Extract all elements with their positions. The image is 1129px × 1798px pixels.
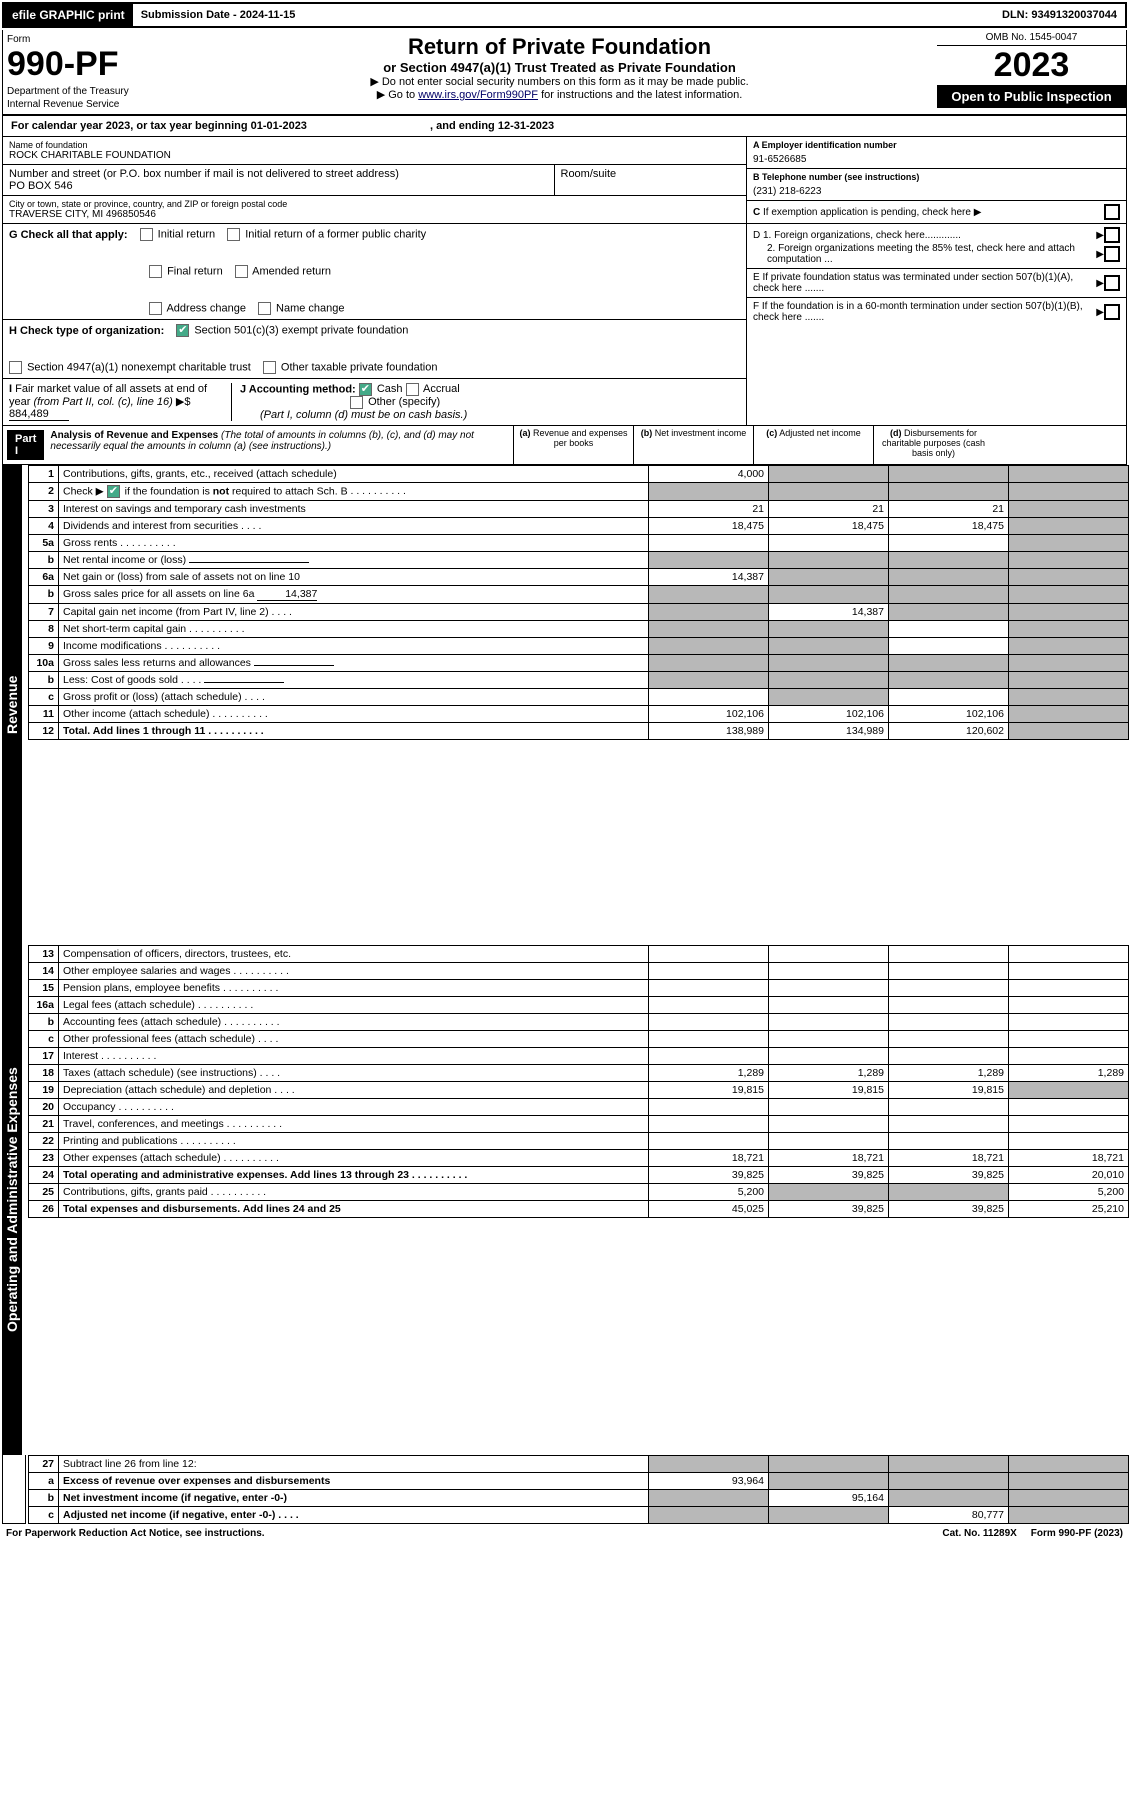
dln: DLN: 93491320037044 — [994, 5, 1125, 25]
form-title: Return of Private Foundation — [186, 34, 933, 60]
chk-address[interactable] — [149, 302, 162, 315]
section-e: E If private foundation status was termi… — [747, 269, 1126, 298]
chk-other-tax[interactable] — [263, 361, 276, 374]
fmv-label: Fair market value of all assets at end o… — [9, 383, 207, 408]
open-public: Open to Public Inspection — [937, 85, 1126, 108]
section-h: H Check type of organization: Section 50… — [3, 320, 746, 379]
note-link: ▶ Go to www.irs.gov/Form990PF for instru… — [186, 88, 933, 101]
col-d-hdr: (d) Disbursements for charitable purpose… — [873, 426, 993, 464]
section-d: D 1. Foreign organizations, check here..… — [747, 224, 1126, 269]
form-word: Form — [7, 34, 178, 45]
chk-f[interactable] — [1104, 304, 1120, 320]
form-ref: Form 990-PF (2023) — [1031, 1528, 1123, 1539]
form-subtitle: or Section 4947(a)(1) Trust Treated as P… — [186, 60, 933, 75]
form-header: Form 990-PF Department of the Treasury I… — [2, 30, 1127, 114]
chk-4947[interactable] — [9, 361, 22, 374]
col-c-hdr: (c) Adjusted net income — [753, 426, 873, 464]
part-label: Part I — [7, 430, 44, 460]
chk-cash[interactable] — [359, 383, 372, 396]
section-f: F If the foundation is in a 60-month ter… — [747, 298, 1126, 326]
entity-info: Name of foundation ROCK CHARITABLE FOUND… — [2, 137, 1127, 425]
omb-number: OMB No. 1545-0047 — [937, 30, 1126, 46]
expense-table: 13Compensation of officers, directors, t… — [28, 945, 1129, 1218]
col-b-hdr: (b) Net investment income — [633, 426, 753, 464]
summary-table: 27Subtract line 26 from line 12: aExcess… — [28, 1455, 1129, 1524]
chk-d1[interactable] — [1104, 227, 1120, 243]
chk-501c3[interactable] — [176, 324, 189, 337]
chk-schb[interactable] — [107, 485, 120, 498]
city-state-zip: City or town, state or province, country… — [3, 196, 746, 224]
address: Number and street (or P.O. box number if… — [3, 165, 555, 196]
note-ssn: ▶ Do not enter social security numbers o… — [186, 75, 933, 88]
chk-other-method[interactable] — [350, 396, 363, 409]
revenue-table: 1Contributions, gifts, grants, etc., rec… — [28, 465, 1129, 740]
chk-d2[interactable] — [1104, 246, 1120, 262]
chk-e[interactable] — [1104, 275, 1120, 291]
paperwork-notice: For Paperwork Reduction Act Notice, see … — [6, 1528, 265, 1539]
revenue-label: Revenue — [2, 465, 22, 945]
room-suite: Room/suite — [555, 165, 747, 196]
chk-c[interactable] — [1104, 204, 1120, 220]
expense-label: Operating and Administrative Expenses — [2, 945, 22, 1455]
dept-irs: Internal Revenue Service — [7, 99, 178, 110]
chk-name[interactable] — [258, 302, 271, 315]
ein: A Employer identification number 91-6526… — [747, 137, 1126, 169]
calendar-year: For calendar year 2023, or tax year begi… — [2, 114, 1127, 137]
chk-amended[interactable] — [235, 265, 248, 278]
chk-accrual[interactable] — [406, 383, 419, 396]
chk-initial[interactable] — [140, 228, 153, 241]
section-ij: I Fair market value of all assets at end… — [3, 379, 746, 425]
cat-no: Cat. No. 11289X — [942, 1528, 1016, 1539]
form-number: 990-PF — [7, 45, 178, 84]
section-g: G Check all that apply: Initial return I… — [3, 224, 746, 320]
foundation-name: Name of foundation ROCK CHARITABLE FOUND… — [3, 137, 746, 165]
tax-year: 2023 — [937, 46, 1126, 85]
page-footer: For Paperwork Reduction Act Notice, see … — [2, 1526, 1127, 1541]
efile-print-button[interactable]: efile GRAPHIC print — [4, 4, 133, 26]
col-a-hdr: (a) Revenue and expenses per books — [513, 426, 633, 464]
submission-label: Submission Date - 2024-11-15 — [133, 5, 304, 25]
chk-initial-former[interactable] — [227, 228, 240, 241]
chk-final[interactable] — [149, 265, 162, 278]
irs-link[interactable]: www.irs.gov/Form990PF — [418, 89, 538, 101]
part1-header: Part I Analysis of Revenue and Expenses … — [2, 425, 1127, 465]
section-c: C If exemption application is pending, c… — [747, 201, 1126, 224]
fmv-value: 884,489 — [9, 408, 69, 421]
dept-treasury: Department of the Treasury — [7, 86, 178, 97]
top-bar: efile GRAPHIC print Submission Date - 20… — [2, 2, 1127, 28]
phone: B Telephone number (see instructions) (2… — [747, 169, 1126, 201]
